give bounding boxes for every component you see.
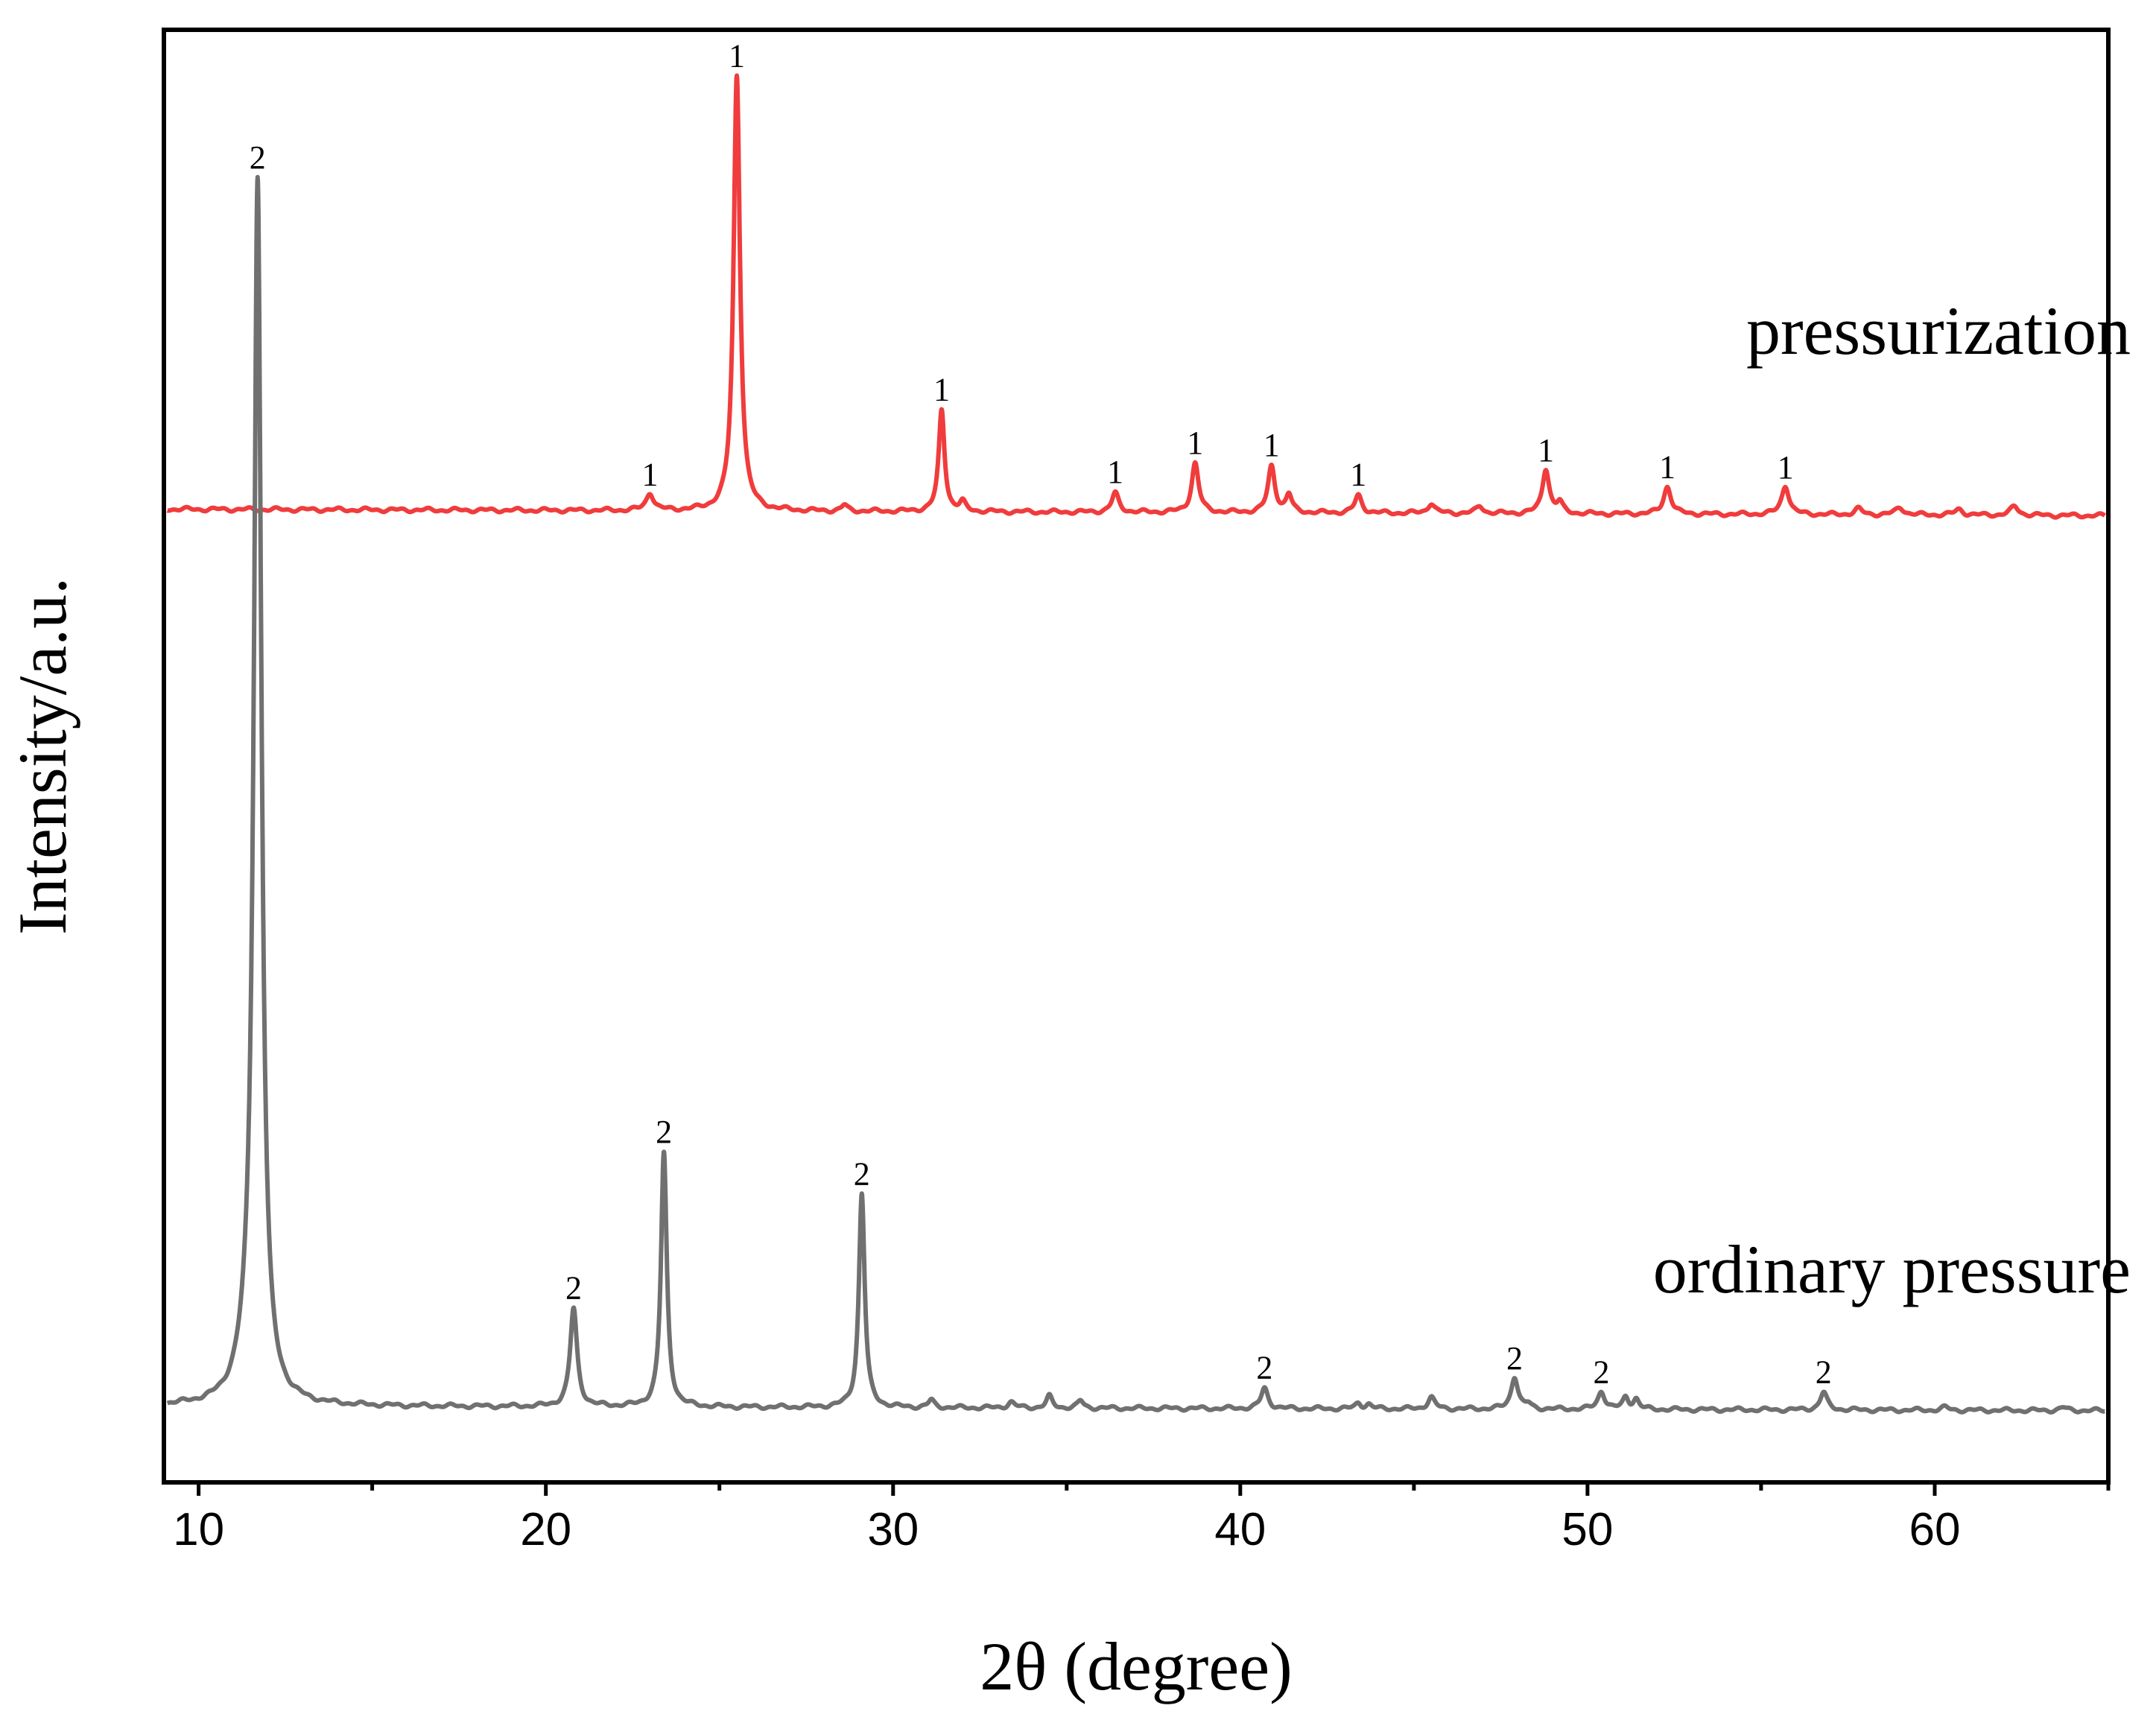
x-axis-tick-labels: 10 20 30 40 50 60 <box>173 1504 1960 1555</box>
peak-tag: 1 <box>642 457 659 493</box>
series-line-ordinary-pressure <box>165 174 2107 1415</box>
x-axis-label: 2θ (degree) <box>980 1628 1292 1704</box>
x-tick-label: 30 <box>867 1504 919 1555</box>
peak-tag: 2 <box>250 139 266 176</box>
peak-tag: 2 <box>854 1155 870 1192</box>
peak-tag: 1 <box>729 38 745 74</box>
x-axis-ticks <box>197 1482 2111 1496</box>
series-layer <box>165 73 2107 1415</box>
x-tick-label: 50 <box>1561 1504 1613 1555</box>
peak-tag: 2 <box>656 1114 672 1150</box>
peak-tag: 2 <box>1816 1354 1832 1391</box>
peak-tag: 1 <box>933 371 950 407</box>
series-label-ordinary-pressure: ordinary pressure <box>1653 1231 2131 1307</box>
x-tick-label: 40 <box>1214 1504 1266 1555</box>
x-tick-label: 60 <box>1909 1504 1961 1555</box>
series-line-pressurization <box>165 73 2107 520</box>
peak-tag: 1 <box>1778 449 1794 486</box>
peak-tag: 2 <box>1256 1349 1272 1386</box>
peak-tag: 1 <box>1264 427 1280 463</box>
x-tick-label: 10 <box>173 1504 224 1555</box>
x-tick-label: 20 <box>520 1504 571 1555</box>
peak-tag: 1 <box>1107 454 1123 490</box>
peak-tag: 1 <box>1659 449 1675 486</box>
peak-tag: 1 <box>1187 425 1203 461</box>
peak-tag: 1 <box>1350 457 1366 493</box>
peak-tag-layer: 1 1 1 1 1 1 1 1 1 1 2 2 2 2 2 2 2 2 <box>250 38 1832 1391</box>
plot-frame <box>162 28 2111 1485</box>
peak-tag: 2 <box>565 1269 582 1306</box>
peak-tag: 1 <box>1538 432 1554 469</box>
peak-tag: 2 <box>1594 1354 1610 1391</box>
peak-tag: 2 <box>1506 1340 1523 1377</box>
y-axis-label: Intensity/a.u. <box>4 577 80 935</box>
series-label-pressurization: pressurization <box>1746 293 2131 369</box>
